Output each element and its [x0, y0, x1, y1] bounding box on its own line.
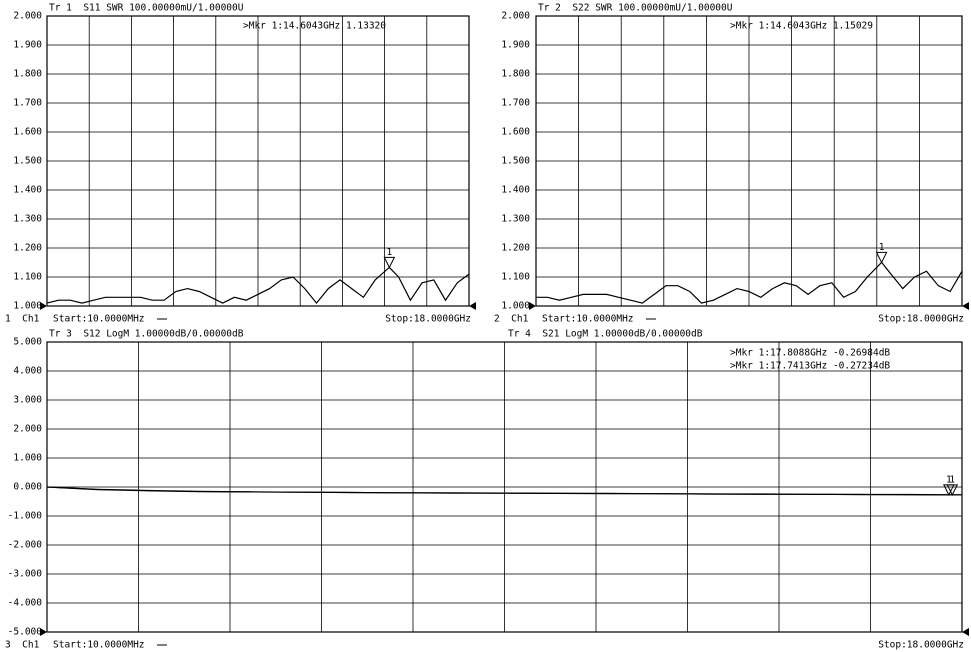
y-tick-label: 1.900: [501, 40, 530, 51]
reference-arrow-left: [40, 628, 47, 636]
y-tick-label: 1.000: [13, 453, 42, 464]
y-tick-label: 1.100: [501, 272, 530, 283]
y-tick-label: 1.800: [501, 69, 530, 80]
y-tick-label: 1.900: [13, 40, 42, 51]
reference-arrow-left: [529, 302, 536, 310]
marker: [875, 251, 888, 264]
marker-number: 1: [949, 474, 955, 485]
y-tick-label: -1.000: [8, 511, 43, 522]
y-tick-label: 1.200: [13, 243, 42, 254]
y-tick-label: 1.200: [501, 243, 530, 254]
marker: [946, 484, 959, 496]
y-tick-label: 1.300: [13, 214, 42, 225]
y-tick-label: 2.000: [501, 11, 530, 22]
y-tick-label: 5.000: [13, 337, 42, 348]
y-tick-label: 1.500: [13, 156, 42, 167]
y-tick-label: -3.000: [8, 569, 43, 580]
start-label: Start:10.0000MHz: [53, 640, 145, 651]
y-tick-label: 0.000: [13, 482, 42, 493]
trace-title: Tr 4 S21 LogM 1.00000dB/0.00000dB: [508, 329, 703, 340]
y-tick-label: 1.000: [501, 301, 530, 312]
plot-frame: [535, 15, 963, 307]
marker-number: 1: [386, 247, 392, 258]
y-tick-label: 3.000: [13, 395, 42, 406]
y-tick-label: -5.000: [8, 627, 43, 638]
y-tick-label: 2.000: [13, 424, 42, 435]
y-tick-label: 1.400: [13, 185, 42, 196]
trace-title: Tr 1 S11 SWR 100.00000mU/1.00000U: [49, 3, 244, 14]
marker-readout: >Mkr 1:17.7413GHz -0.27234dB: [730, 361, 890, 372]
y-tick-label: 1.600: [501, 127, 530, 138]
y-tick-label: 1.300: [501, 214, 530, 225]
stop-label: Stop:18.0000GHz: [878, 314, 964, 325]
start-label: Start:10.0000MHz: [53, 314, 145, 325]
trace-title: Tr 2 S22 SWR 100.00000mU/1.00000U: [538, 3, 733, 14]
y-tick-label: 1.700: [501, 98, 530, 109]
channel-label: 3 Ch1: [5, 640, 40, 651]
y-tick-label: 1.000: [13, 301, 42, 312]
trace-line: [46, 486, 962, 496]
reference-arrow: [962, 302, 969, 310]
marker-number: 1: [879, 242, 885, 253]
stop-label: Stop:18.0000GHz: [385, 314, 471, 325]
reference-arrow-left: [40, 302, 47, 310]
channel-label: 1 Ch1: [5, 314, 40, 325]
y-tick-label: 1.800: [13, 69, 42, 80]
start-label: Start:10.0000MHz: [542, 314, 634, 325]
marker-readout: >Mkr 1:14.6043GHz 1.15029: [730, 21, 873, 32]
marker-readout: >Mkr 1:17.8088GHz -0.26984dB: [730, 348, 890, 359]
marker-readout: >Mkr 1:14.6043GHz 1.13320: [243, 21, 386, 32]
y-tick-label: 1.700: [13, 98, 42, 109]
marker: [943, 484, 955, 497]
y-tick-label: 1.400: [501, 185, 530, 196]
y-tick-label: -2.000: [8, 540, 43, 551]
trace-line: [46, 266, 470, 305]
channel-label: 2 Ch1: [494, 314, 529, 325]
trace-title: Tr 3 S12 LogM 1.00000dB/0.00000dB: [49, 329, 244, 340]
reference-arrow: [469, 302, 476, 310]
trace-line: [536, 261, 963, 304]
y-tick-label: 1.600: [13, 127, 42, 138]
y-tick-label: 4.000: [13, 366, 42, 377]
y-tick-label: -4.000: [8, 598, 43, 609]
stop-label: Stop:18.0000GHz: [878, 640, 964, 651]
marker: [383, 256, 396, 269]
y-tick-label: 1.500: [501, 156, 530, 167]
y-tick-label: 2.000: [13, 11, 42, 22]
plot-frame: [46, 15, 470, 307]
y-tick-label: 1.100: [13, 272, 42, 283]
marker-number: 1: [946, 474, 952, 485]
reference-arrow: [962, 628, 969, 636]
